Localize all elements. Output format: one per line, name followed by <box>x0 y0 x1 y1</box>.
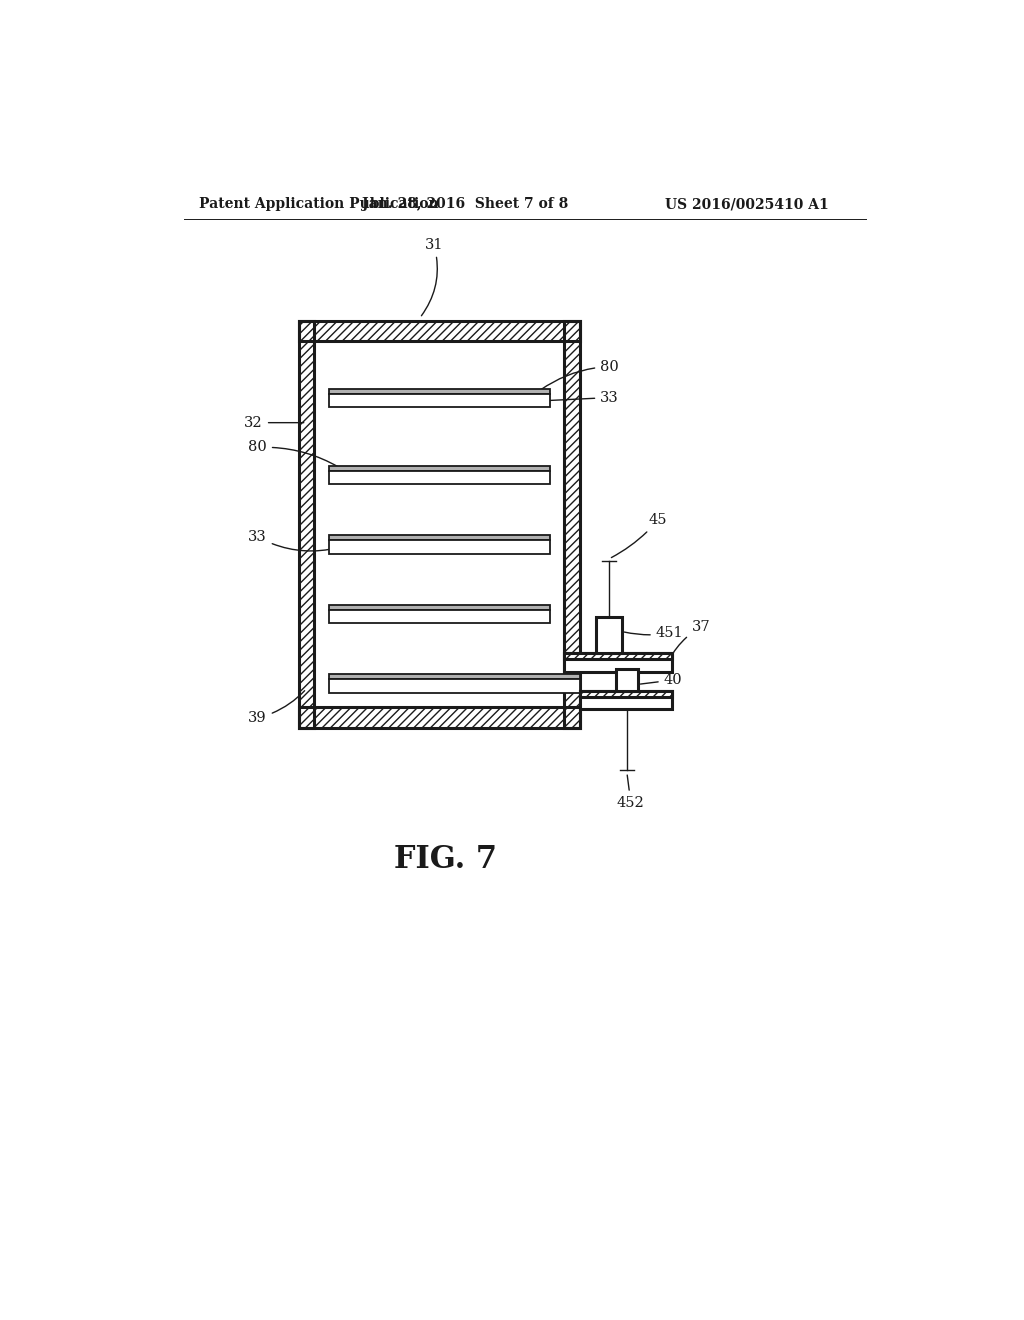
Bar <box>299 708 581 727</box>
Bar <box>564 653 672 672</box>
Text: 40: 40 <box>640 673 682 686</box>
Bar <box>329 610 550 623</box>
Bar <box>329 680 581 693</box>
Bar <box>299 321 581 342</box>
Bar <box>299 321 581 342</box>
Text: 31: 31 <box>422 238 443 315</box>
Bar <box>314 342 564 708</box>
Text: 33: 33 <box>549 391 618 404</box>
Text: 80: 80 <box>248 441 338 467</box>
Text: US 2016/0025410 A1: US 2016/0025410 A1 <box>666 197 828 211</box>
Text: 452: 452 <box>616 775 645 809</box>
Bar <box>616 669 638 690</box>
Bar <box>581 690 672 697</box>
Bar <box>329 540 550 553</box>
Text: Patent Application Publication: Patent Application Publication <box>200 197 439 211</box>
Bar <box>329 536 550 540</box>
Bar <box>299 321 314 727</box>
Text: 33: 33 <box>248 529 338 550</box>
Bar <box>299 708 581 727</box>
Bar <box>581 690 672 697</box>
Text: 32: 32 <box>245 416 304 430</box>
Bar <box>564 321 581 727</box>
Bar <box>596 616 622 653</box>
Bar <box>329 466 550 471</box>
Text: 39: 39 <box>248 690 305 725</box>
Text: 45: 45 <box>611 513 667 557</box>
Text: 80: 80 <box>541 359 618 389</box>
Bar <box>564 321 581 727</box>
Text: Jan. 28, 2016  Sheet 7 of 8: Jan. 28, 2016 Sheet 7 of 8 <box>362 197 568 211</box>
Bar <box>564 653 672 660</box>
Text: FIG. 7: FIG. 7 <box>394 845 497 875</box>
Bar <box>329 675 581 680</box>
Bar <box>564 653 672 660</box>
Bar <box>329 389 550 393</box>
Text: 37: 37 <box>669 620 710 660</box>
Bar <box>299 321 314 727</box>
Bar <box>329 471 550 484</box>
Text: 451: 451 <box>625 626 683 640</box>
Bar <box>581 690 672 709</box>
Bar <box>329 605 550 610</box>
Bar <box>329 393 550 407</box>
